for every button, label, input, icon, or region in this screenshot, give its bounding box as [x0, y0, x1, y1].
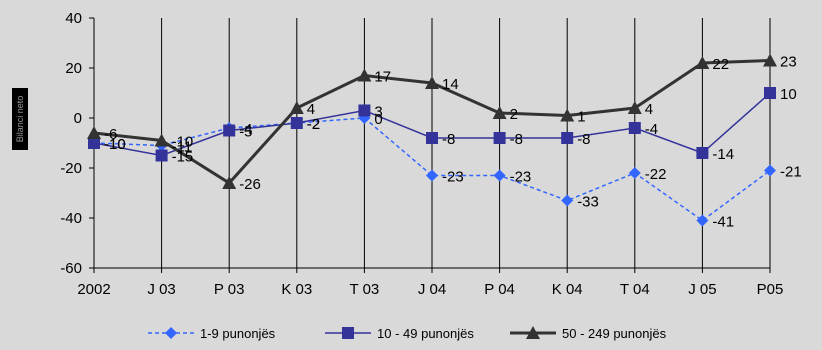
data-label-s3: 14	[442, 76, 459, 93]
data-point-s2	[358, 104, 371, 117]
y-tick-label: -20	[60, 160, 82, 177]
legend-marker-2	[342, 327, 354, 339]
data-label-s1: -23	[510, 169, 532, 186]
data-point-s3	[289, 101, 304, 114]
data-point-s1	[696, 214, 709, 227]
data-point-s3	[222, 176, 237, 189]
data-label-s1: -10	[104, 136, 126, 153]
x-tick-label: P05	[757, 281, 784, 298]
data-point-s2	[628, 122, 641, 134]
data-point-s2	[155, 149, 168, 162]
series-line-1	[93, 117, 771, 222]
legend-label-3: 50 - 249 punonjës	[562, 326, 667, 341]
data-point-s3	[560, 108, 575, 122]
data-label-s1: -23	[442, 169, 464, 186]
x-tick-label: 2002	[77, 281, 110, 298]
x-tick-label: K 04	[552, 281, 583, 298]
data-point-s2	[561, 132, 574, 144]
data-label-s3: -26	[239, 176, 261, 193]
y-tick-label: 20	[65, 60, 82, 77]
legend-label-2: 10 - 49 punonjës	[377, 326, 474, 341]
data-label-s2: 3	[374, 104, 382, 121]
data-point-s2	[426, 132, 438, 144]
data-point-s1	[628, 167, 641, 179]
data-label-s2: -8	[577, 131, 590, 148]
data-label-s2: -4	[645, 121, 658, 138]
data-point-s3	[763, 53, 777, 67]
x-tick-label: J 04	[418, 281, 446, 298]
data-label-s2: -8	[510, 131, 523, 148]
data-label-s1: -2	[307, 116, 320, 133]
data-point-s3	[87, 126, 101, 139]
data-label-s2: -15	[172, 149, 194, 166]
data-label-s1: -33	[577, 194, 599, 211]
data-label-s1: -4	[239, 121, 252, 138]
data-point-s3	[627, 101, 642, 114]
data-label-s3: 4	[307, 101, 315, 118]
data-label-s3: 22	[712, 56, 729, 73]
data-point-s2	[696, 147, 709, 159]
data-label-s2: -8	[442, 131, 455, 148]
data-label-s2: -14	[712, 146, 734, 163]
data-label-s3: 2	[510, 106, 518, 123]
data-point-s3	[695, 56, 710, 69]
legend-label-1: 1-9 punonjës	[200, 326, 276, 341]
x-tick-label: P 03	[214, 281, 245, 298]
data-point-s3	[357, 68, 372, 82]
data-point-s1	[493, 169, 506, 182]
x-tick-label: J 03	[147, 281, 175, 298]
data-point-s2	[764, 87, 776, 99]
data-label-s1: -21	[780, 164, 802, 181]
data-point-s2	[290, 117, 303, 129]
legend-marker-3	[526, 326, 540, 339]
y-axis-label-box: Bilanci neto	[12, 88, 28, 150]
data-label-s1: 0	[374, 111, 382, 128]
legend-marker-1	[165, 327, 177, 339]
data-point-s2	[223, 124, 236, 137]
data-label-s3: -6	[104, 126, 117, 143]
data-label-s2: 10	[780, 86, 797, 103]
data-point-s2	[493, 132, 506, 144]
data-label-s1: -41	[712, 214, 734, 231]
data-point-s2	[88, 137, 100, 149]
data-label-s2: -10	[104, 136, 126, 153]
x-tick-label: T 03	[350, 281, 380, 298]
y-tick-label: 40	[65, 10, 82, 27]
data-point-s1	[426, 169, 438, 182]
y-tick-label: -60	[60, 260, 82, 277]
data-label-s2: -2	[307, 116, 320, 133]
data-label-s3: 17	[374, 69, 391, 86]
y-tick-label: -40	[60, 210, 82, 227]
data-label-s3: -10	[172, 134, 194, 151]
x-tick-label: K 03	[281, 281, 312, 298]
data-point-s3	[492, 106, 507, 119]
data-point-s1	[764, 164, 776, 177]
data-label-s3: 4	[645, 101, 653, 118]
x-tick-label: P 04	[484, 281, 515, 298]
x-tick-label: J 05	[688, 281, 716, 298]
data-label-s2: -5	[239, 124, 252, 141]
data-point-s1	[561, 194, 574, 207]
data-point-s3	[425, 76, 439, 89]
data-label-s3: 23	[780, 54, 797, 71]
data-point-s3	[154, 133, 169, 147]
x-tick-label: T 04	[620, 281, 650, 298]
data-label-s1: -11	[172, 139, 193, 156]
data-label-s3: 1	[577, 109, 585, 126]
data-label-s1: -22	[645, 166, 667, 183]
y-tick-label: 0	[74, 110, 82, 127]
